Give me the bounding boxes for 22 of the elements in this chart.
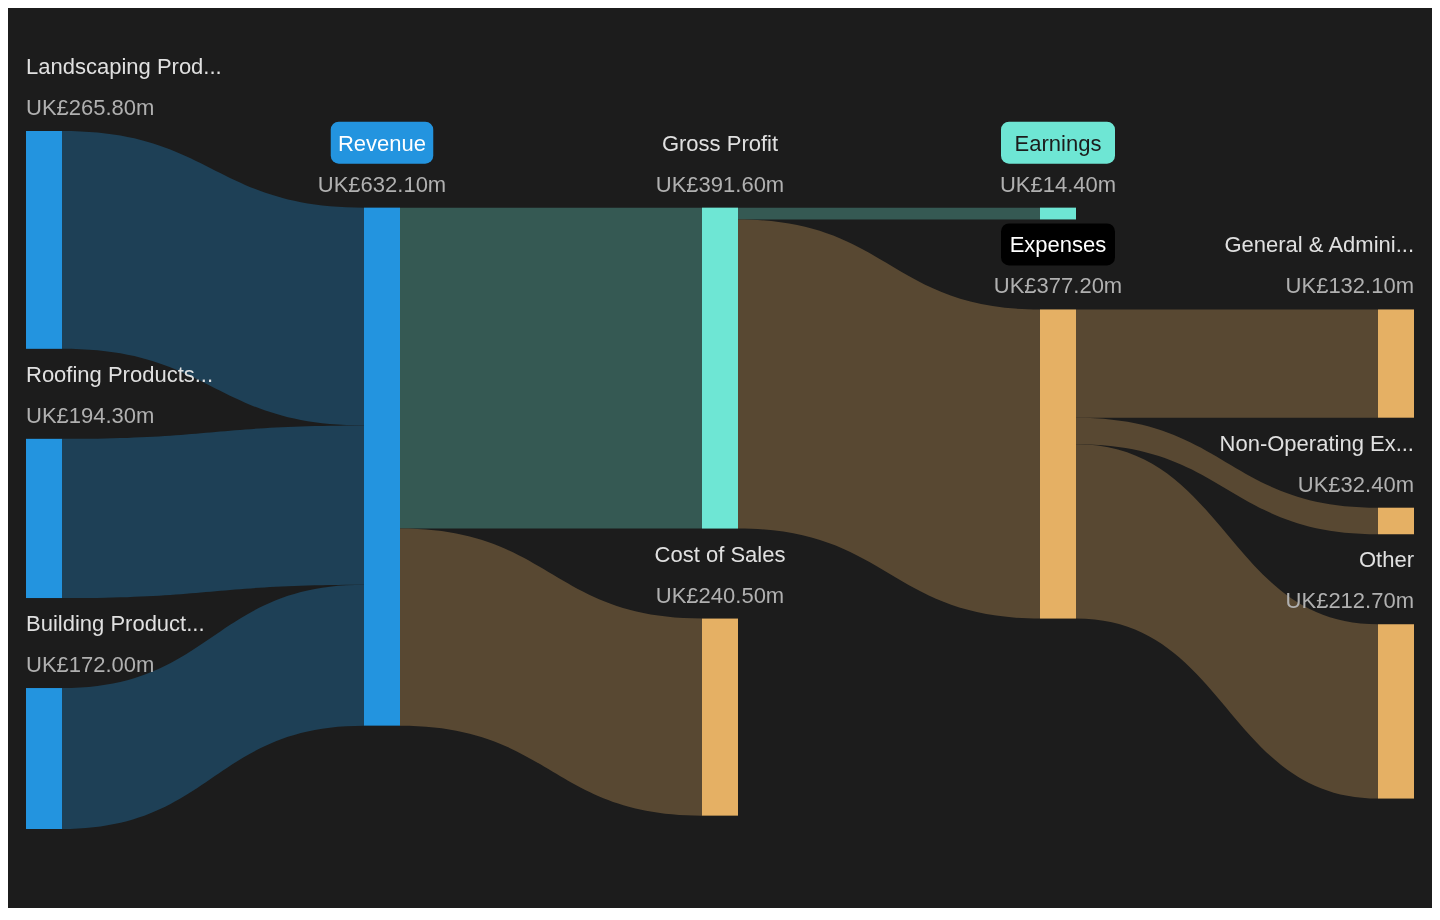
data-label: UK£172.00m <box>26 652 155 678</box>
data-label: UK£377.20m <box>993 273 1123 299</box>
category-label: Cost of Sales <box>654 541 786 567</box>
category-label: Building Product... <box>26 611 205 637</box>
data-label: UK£265.80m <box>26 95 155 120</box>
category-label: Roofing Products... <box>26 361 214 387</box>
category-label: Gross Profit <box>661 130 779 156</box>
data-label: UK£194.30m <box>26 402 155 428</box>
data-label: UK£391.60m <box>655 171 785 197</box>
data-label: UK£32.40m <box>1297 471 1414 497</box>
category-label: Non-Operating Ex... <box>1219 430 1414 456</box>
category-label: Landscaping Prod... <box>26 54 222 79</box>
data-label: UK£132.10m <box>1285 273 1414 299</box>
data-label: UK£14.40m <box>999 171 1117 197</box>
category-label: General & Admini... <box>1224 232 1414 258</box>
category-label: Earnings <box>1014 130 1102 156</box>
data-label: UK£632.10m <box>317 171 447 197</box>
data-label: UK£240.50m <box>655 582 785 608</box>
category-label: Expenses <box>1009 232 1107 258</box>
data-label: UK£212.70m <box>1285 588 1414 614</box>
category-label: Other <box>1358 547 1414 573</box>
category-label: Revenue <box>337 130 427 156</box>
